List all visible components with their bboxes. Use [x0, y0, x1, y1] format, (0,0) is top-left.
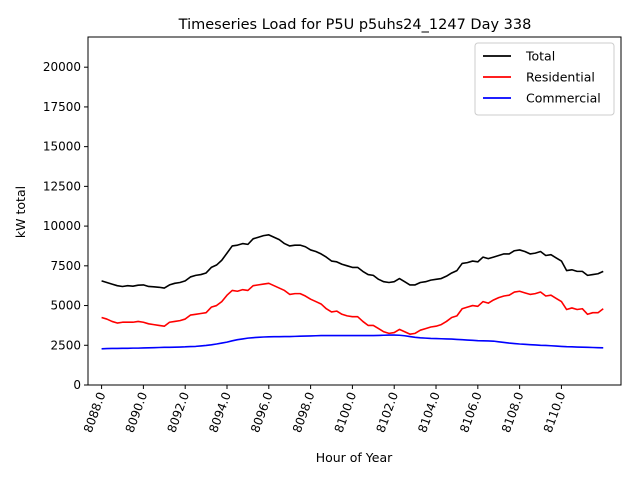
y-tick-label: 5000 — [50, 299, 81, 313]
y-tick-label: 2500 — [50, 338, 81, 352]
y-tick-label: 15000 — [43, 140, 81, 154]
legend-label-residential: Residential — [526, 70, 595, 85]
series-line-total — [101, 234, 604, 289]
y-tick-label: 10000 — [43, 219, 81, 233]
y-tick-label: 12500 — [43, 179, 81, 193]
x-axis-label: Hour of Year — [316, 450, 393, 465]
y-tick-label: 17500 — [43, 100, 81, 114]
y-tick-label: 0 — [73, 378, 81, 392]
legend-label-total: Total — [525, 49, 555, 64]
series-line-commercial — [101, 334, 604, 350]
chart-title: Timeseries Load for P5U p5uhs24_1247 Day… — [178, 17, 532, 33]
y-tick-label: 7500 — [50, 259, 81, 273]
legend: Total Residential Commercial — [474, 42, 615, 116]
series-line-residential — [101, 282, 604, 335]
series-layer — [101, 234, 604, 350]
plot-frame — [87, 36, 622, 386]
legend-box — [474, 42, 615, 116]
legend-label-commercial: Commercial — [526, 91, 601, 106]
y-tick-label: 20000 — [43, 60, 81, 74]
y-axis-label: kW total — [13, 186, 28, 238]
